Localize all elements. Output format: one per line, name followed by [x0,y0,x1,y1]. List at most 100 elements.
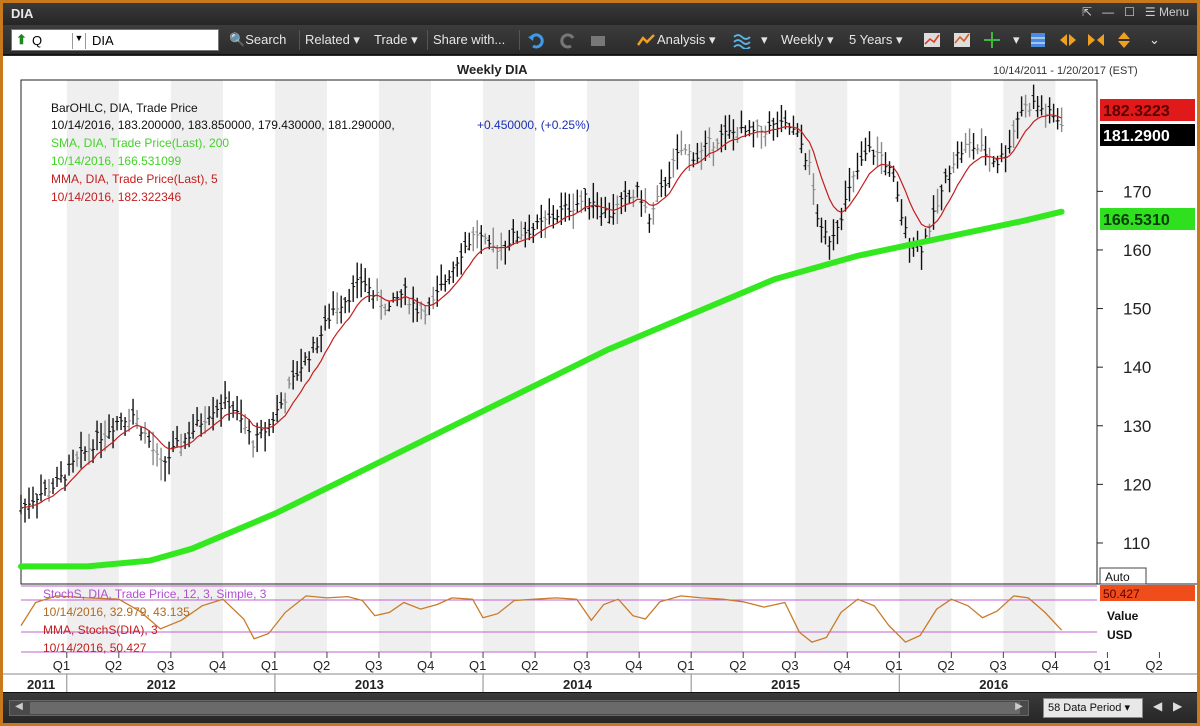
year-tick-label: 2011 [27,677,55,692]
symbol-input[interactable]: DIA [92,33,114,48]
folder-icon[interactable] [589,31,607,49]
data-period-label: 58 Data Period [1048,702,1122,714]
stoch-line [20,595,1063,643]
quarter-tick-label: Q1 [53,658,70,673]
x-axis: Q1 Q2 Q3 Q4 Q1 Q2 Q3 Q4 Q1 Q2 Q3 Q4 Q1 Q2 Q3 Q4 Q1 Q2 Q3 Q4… [3,652,1200,692]
quarter-tick-label: Q4 [209,658,226,673]
next-period-icon[interactable]: ▶ [1173,699,1183,713]
y-tick-label: 170 [1123,182,1151,201]
wave-dropdown[interactable]: ▾ [761,32,768,47]
quarter-tick-label: Q1 [677,658,694,673]
up-arrow-icon: ⬆ [16,32,27,47]
related-label: Related [305,32,350,47]
title-bar: DIA ⇱ — ☐ ☰ Menu [3,3,1197,25]
quarter-tick-label: Q2 [1145,658,1162,673]
overlay-icon[interactable] [953,31,971,49]
range-selector[interactable]: 5 Years ▾ [849,32,903,47]
y-tick-label: 120 [1123,475,1151,494]
window-title: DIA [11,6,34,21]
menu-label: Menu [1158,5,1189,19]
quarter-tick-label: Q4 [625,658,642,673]
symbol-type-dropdown[interactable]: ▼ [72,33,86,49]
table-icon[interactable] [1029,31,1047,49]
crosshair-dropdown[interactable]: ▾ [1013,32,1020,47]
related-button[interactable]: Related ▾ [305,32,360,47]
interval-selector[interactable]: Weekly ▾ [781,32,834,47]
quarter-band [66,80,119,652]
quarter-tick-label: Q1 [469,658,486,673]
share-button[interactable]: Share with... [433,31,505,49]
wave-icon[interactable] [733,31,751,49]
year-tick-label: 2014 [563,677,593,692]
scroll-left-icon[interactable]: ◀ [15,701,23,712]
quarter-tick-label: Q1 [1093,658,1110,673]
quarter-tick-label: Q2 [729,658,746,673]
scroll-left-right-icon[interactable] [1059,31,1077,49]
legend-mma-name: MMA, DIA, Trade Price(Last), 5 [51,172,218,186]
auto-scale-button[interactable] [1099,567,1147,585]
stoch-name: StochS, DIA, Trade Price, 12, 3, Simple,… [43,587,267,601]
trade-button[interactable]: Trade ▾ [374,32,418,47]
minimize-icon[interactable]: — [1102,5,1115,19]
quarter-tick-label: Q3 [781,658,798,673]
y-tick-label: 140 [1123,358,1151,377]
quarter-tick-label: Q1 [885,658,902,673]
chart-title: Weekly DIA [457,62,528,77]
more-options-icon[interactable]: ⌄ [1149,32,1160,47]
search-button[interactable]: 🔍Search [229,31,286,49]
search-icon: 🔍 [229,32,246,47]
stoch-mma-values: 10/14/2016, 50.427 [43,641,147,655]
y-tick-label: 110 [1123,534,1150,553]
interval-label: Weekly [781,32,824,47]
trade-label: Trade [374,32,408,47]
stoch-tag [1100,585,1195,601]
menu-button[interactable]: ☰ Menu [1144,5,1189,19]
scroll-up-down-icon[interactable] [1115,31,1133,49]
scroll-right-icon[interactable]: ▶ [1015,701,1023,712]
undo-icon[interactable] [527,31,545,49]
chart-type-icon[interactable] [923,31,941,49]
zoom-in-icon[interactable] [1087,31,1105,49]
share-label: Share with... [433,32,506,47]
year-tick-label: 2015 [771,677,800,692]
analysis-button[interactable]: Analysis ▾ [657,32,716,47]
year-tick-label: 2012 [147,677,176,692]
mma-price-text: 182.3223 [1103,103,1170,120]
status-bar: ◀ ▶ 58 Data Period ▾ ◀ ▶ [3,692,1197,723]
quarter-tick-label: Q1 [261,658,278,673]
pin-icon[interactable]: ⇱ [1082,5,1093,19]
stoch-values: 10/14/2016, 32.979, 43.135 [43,605,190,619]
quarter-tick-label: Q4 [1041,658,1058,673]
chart-area[interactable]: 110 120 130 140 150 160 170 Q1 Q2 Q3 Q4 Q1 Q2 Q3 Q4 Q1… [3,56,1200,692]
analysis-icon [637,34,655,46]
quarter-band [483,80,536,652]
time-scrollbar[interactable]: ◀ ▶ [9,700,1029,716]
quarter-tick-label: Q3 [365,658,382,673]
currency-label: USD [1107,628,1133,642]
data-period-selector[interactable]: 58 Data Period ▾ [1043,698,1143,718]
sma-price-text: 166.5310 [1103,212,1170,229]
symbol-type: Q [32,33,43,48]
quarter-tick-label: Q2 [313,658,330,673]
quarter-band [587,80,640,652]
quarter-tick-label: Q3 [157,658,174,673]
scroll-thumb[interactable] [30,702,1020,714]
auto-scale-label: Auto [1105,570,1130,584]
maximize-icon[interactable]: ☐ [1124,5,1135,19]
legend-bar-change: +0.450000, (+0.25%) [477,118,590,132]
prev-period-icon[interactable]: ◀ [1153,699,1163,713]
redo-icon[interactable] [559,31,577,49]
mma-line [20,114,1062,509]
search-label: Search [245,32,287,47]
y-tick-label: 160 [1123,241,1151,260]
quarter-tick-label: Q2 [937,658,954,673]
y-tick-label: 130 [1123,417,1151,436]
y-axis: 110 120 130 140 150 160 170 [1097,182,1151,553]
legend-bar-name: BarOHLC, DIA, Trade Price [51,101,198,115]
symbol-box[interactable]: ⬆ Q ▼ DIA [11,29,219,51]
value-label: Value [1107,609,1139,623]
crosshair-icon[interactable] [983,31,1001,49]
toolbar: ⬆ Q ▼ DIA 🔍Search Related ▾ Trade ▾ Shar… [3,25,1197,55]
